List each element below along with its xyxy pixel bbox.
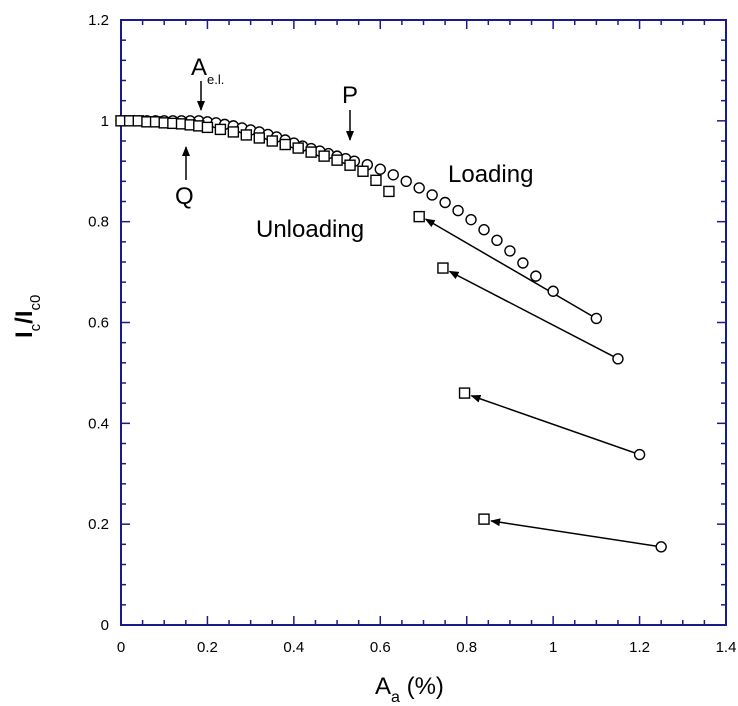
data-markers xyxy=(115,115,667,553)
loading-point xyxy=(633,448,646,461)
unloading-point xyxy=(357,165,369,177)
annotation-p-label: P xyxy=(342,82,358,109)
annotation-q: Q xyxy=(175,146,194,210)
y-axis-title: Ic/Ic0 xyxy=(11,295,44,338)
unloading-arrow xyxy=(490,518,662,548)
y-tick-labels: 0 0.2 0.4 0.6 0.8 1 1.2 xyxy=(88,12,109,634)
unloading-point xyxy=(292,142,304,154)
annotation-unloading: Unloading xyxy=(256,216,364,243)
loading-point xyxy=(426,189,438,201)
annotation-ael: A e.l. xyxy=(191,54,224,111)
annotation-q-label: Q xyxy=(175,183,194,210)
unloading-point xyxy=(253,132,265,144)
unloading-point xyxy=(279,138,291,151)
x-tick-label: 0.8 xyxy=(456,639,477,656)
loading-point xyxy=(504,245,516,257)
loading-point xyxy=(478,224,490,236)
unloading-point xyxy=(413,210,425,223)
unloading-point xyxy=(240,129,253,141)
loading-point xyxy=(590,312,603,325)
annotation-ael-main: A xyxy=(191,54,207,81)
unloading-point xyxy=(305,146,317,158)
unloading-point xyxy=(266,135,278,147)
unloading-point xyxy=(331,154,343,166)
x-tick-label: 1.2 xyxy=(629,639,650,656)
y-axis-title-slash: /I xyxy=(11,310,38,323)
y-axis-title-sub2: c0 xyxy=(27,295,44,311)
y-tick-label: 1.2 xyxy=(88,12,109,29)
plot-frame xyxy=(120,19,727,626)
loading-point xyxy=(530,270,542,282)
y-axis-title-sub1: c xyxy=(27,323,44,331)
loading-point xyxy=(465,213,477,226)
x-tick-label: 1 xyxy=(549,639,557,656)
y-ticks xyxy=(121,19,726,626)
annotation-loading: Loading xyxy=(448,161,533,188)
x-axis-title-unit: (%) xyxy=(400,673,444,700)
unloading-point xyxy=(478,513,490,525)
loading-point xyxy=(517,257,529,269)
unloading-arrow xyxy=(448,270,619,360)
y-tick-label: 1 xyxy=(101,113,109,130)
loading-point xyxy=(612,353,624,365)
unloading-arrow xyxy=(424,218,597,320)
y-tick-label: 0.6 xyxy=(88,315,109,332)
x-axis-title-main: A xyxy=(375,673,391,700)
x-tick-label: 0.4 xyxy=(283,639,304,656)
unloading-point xyxy=(201,121,214,134)
unloading-arrows xyxy=(424,218,662,548)
loading-point xyxy=(400,175,412,188)
unloading-point xyxy=(458,387,471,399)
unloading-point xyxy=(318,150,330,162)
y-tick-label: 0 xyxy=(101,617,109,634)
unloading-point xyxy=(227,126,240,138)
loading-point xyxy=(547,285,559,297)
x-ticks xyxy=(120,20,727,625)
annotation-p: P xyxy=(342,82,358,141)
unloading-point xyxy=(437,262,449,274)
unloading-arrow xyxy=(470,394,640,456)
loading-point xyxy=(439,196,451,209)
x-tick-label: 0.6 xyxy=(370,639,391,656)
unloading-point xyxy=(383,185,395,198)
x-tick-label: 0 xyxy=(117,639,125,656)
loading-point xyxy=(655,541,667,553)
loading-point xyxy=(387,169,399,181)
unloading-point xyxy=(370,174,382,187)
loading-point xyxy=(374,163,386,175)
x-tick-labels: 0 0.2 0.4 0.6 0.8 1 1.2 1.4 xyxy=(117,639,737,656)
x-axis-title-sub: a xyxy=(391,689,400,706)
loading-point xyxy=(413,182,425,194)
loading-point xyxy=(491,234,503,247)
y-tick-label: 0.2 xyxy=(88,516,109,533)
x-tick-label: 0.2 xyxy=(197,639,218,656)
unloading-point xyxy=(344,159,356,171)
x-tick-label: 1.4 xyxy=(716,639,737,656)
loading-point xyxy=(452,204,464,217)
annotation-ael-sub: e.l. xyxy=(207,72,224,87)
y-tick-label: 0.8 xyxy=(88,214,109,231)
x-axis-title: Aa (%) xyxy=(375,673,444,706)
unloading-point xyxy=(214,123,227,136)
y-tick-label: 0.4 xyxy=(88,415,109,432)
y-axis-title-i: I xyxy=(11,331,38,338)
